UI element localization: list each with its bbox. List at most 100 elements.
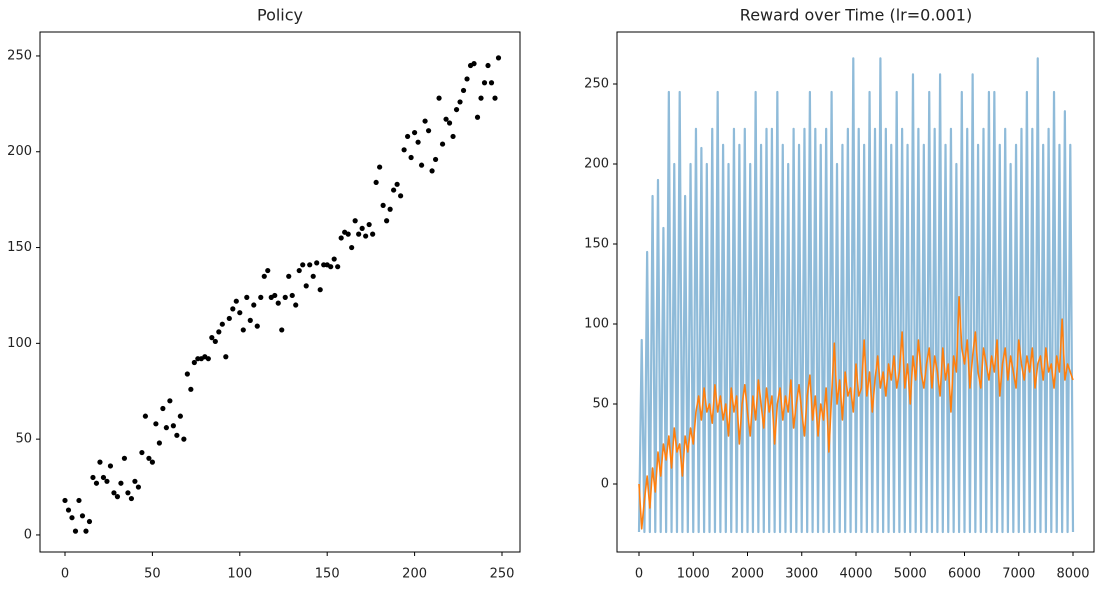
x-tick-label: 150 [315,567,340,582]
point [76,497,82,504]
point [394,181,400,187]
point [359,225,365,231]
point [293,302,299,308]
point [366,221,372,228]
point [317,287,323,293]
point [244,294,250,300]
point [331,256,337,262]
point [149,459,155,465]
line [637,57,1075,534]
chart-title: Policy [257,6,303,25]
point [167,398,173,404]
y-tick-label: 150 [7,240,32,255]
point [373,179,379,186]
axes-frame [616,31,1095,553]
point [191,359,197,366]
point [345,231,351,237]
point [184,371,190,377]
point [387,206,393,212]
point [314,260,320,266]
y-tick-label: 100 [7,336,32,351]
axes-frame [39,31,521,553]
point [328,264,334,270]
y-tick-label: 0 [601,477,609,492]
point [104,478,110,484]
point [377,164,383,170]
point [118,480,124,486]
x-tick-label: 200 [402,567,427,582]
point [156,440,162,446]
point [247,317,253,323]
point [286,273,292,279]
point [349,244,355,251]
point [443,116,449,122]
x-tick-label: 4000 [839,567,872,582]
line [638,296,1074,530]
point [205,356,211,362]
point [398,193,404,199]
point [174,432,180,438]
point [418,162,425,168]
point [275,300,281,306]
point [188,386,194,392]
y-tick-label: 100 [584,317,609,332]
point [300,262,306,268]
y-tick-label: 250 [7,48,32,63]
y-tick-label: 50 [592,397,609,412]
point [453,106,460,113]
x-tick-label: 250 [490,567,515,582]
point [474,114,481,120]
point [212,338,218,345]
point [139,449,145,456]
point [408,154,414,161]
x-tick-label: 6000 [948,567,981,582]
point [422,118,428,124]
point [432,156,439,163]
point [352,218,358,224]
point [425,128,432,134]
y-tick-label: 0 [24,527,32,542]
point [265,267,271,274]
x-tick-label: 2000 [731,567,764,582]
point [485,62,491,69]
point [93,480,100,486]
point [384,218,390,224]
point [279,327,285,333]
y-tick-label: 250 [584,77,609,92]
point [121,455,128,461]
x-tick-label: 50 [144,567,161,582]
point [79,513,86,519]
point [128,495,135,502]
point [261,273,267,279]
point [83,528,89,534]
x-tick-label: 7000 [1002,567,1035,582]
point [401,147,407,153]
point [429,168,435,174]
point [153,421,159,427]
y-tick-label: 200 [584,157,609,172]
y-tick-label: 150 [584,237,609,252]
point [457,99,463,105]
point [132,478,138,484]
point [289,292,295,299]
point [391,187,397,193]
point [114,494,121,500]
point [69,515,75,521]
point [135,484,142,490]
point [240,327,246,333]
point [142,413,149,419]
point [209,335,215,341]
point [90,474,96,481]
point [272,292,278,299]
point [230,306,236,312]
point [370,231,376,237]
point [363,233,369,239]
point [471,61,477,67]
point [100,474,107,481]
point [296,267,302,274]
point [107,463,114,469]
point [163,425,169,431]
point [86,518,93,525]
point [65,507,72,513]
